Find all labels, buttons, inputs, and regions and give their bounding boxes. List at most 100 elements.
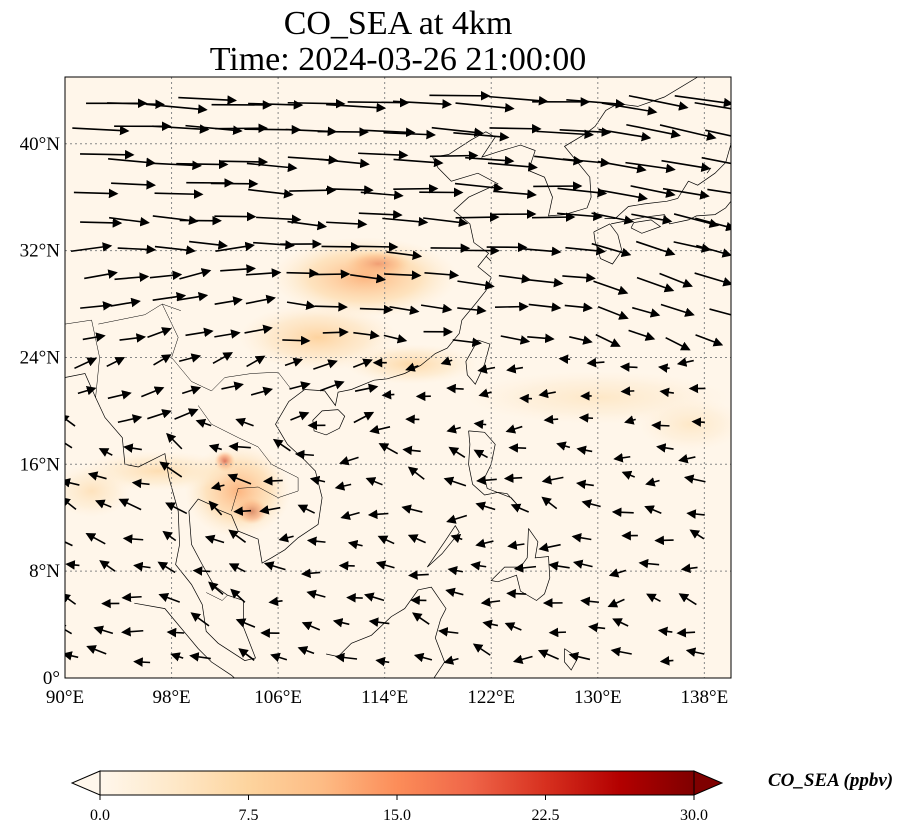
wind-vector xyxy=(106,357,126,367)
wind-vector xyxy=(362,127,416,138)
wind-vector xyxy=(178,353,202,363)
wind-vector xyxy=(393,157,444,168)
wind-vector xyxy=(521,246,562,257)
wind-vector xyxy=(157,561,176,574)
longitude-tick-label: 106°E xyxy=(254,687,302,708)
colorbar-max-extension xyxy=(693,770,724,796)
wind-vector xyxy=(694,272,731,287)
wind-vector xyxy=(149,270,183,281)
wind-vector xyxy=(705,129,731,137)
wind-vector xyxy=(147,327,172,338)
wind-vector xyxy=(488,95,549,106)
wind-vector xyxy=(512,654,533,664)
wind-vector xyxy=(235,417,254,427)
wind-vector xyxy=(575,479,594,490)
wind-vector xyxy=(189,652,211,662)
wind-vector xyxy=(591,212,635,225)
wind-vector xyxy=(334,481,352,491)
wind-vector xyxy=(475,538,494,548)
wind-vector xyxy=(365,477,383,487)
wind-vector xyxy=(489,123,542,134)
wind-vector xyxy=(383,129,436,140)
wind-vector xyxy=(162,530,177,542)
wind-vector xyxy=(568,651,591,662)
wind-vector xyxy=(507,540,525,550)
wind-vector xyxy=(119,333,147,343)
wind-vector xyxy=(80,149,135,160)
country-border xyxy=(206,592,228,601)
wind-vector xyxy=(352,358,373,368)
wind-vector xyxy=(238,648,255,661)
wind-vector xyxy=(557,211,603,222)
wind-vector xyxy=(654,535,674,546)
wind-vector xyxy=(176,291,209,302)
latitude-tick-label: 24°N xyxy=(20,347,61,368)
longitude-tick-label: 98°E xyxy=(152,687,190,708)
wind-vector xyxy=(228,442,251,452)
wind-vector xyxy=(65,496,77,510)
wind-vector xyxy=(325,185,374,195)
wind-vector xyxy=(628,94,689,111)
coastline xyxy=(65,77,698,661)
wind-vector xyxy=(498,273,532,284)
wind-vector xyxy=(221,381,244,391)
wind-vector xyxy=(611,507,634,518)
wind-vector xyxy=(620,386,635,396)
coastline xyxy=(312,409,346,436)
wind-vector xyxy=(503,473,523,483)
wind-vector xyxy=(676,627,696,638)
wind-vector xyxy=(531,212,576,222)
wind-vector xyxy=(147,409,172,420)
map-frame xyxy=(64,76,732,679)
wind-vector xyxy=(448,446,466,458)
wind-vector xyxy=(644,505,662,515)
wind-vector xyxy=(660,303,695,317)
wind-vector xyxy=(350,273,387,284)
wind-vector xyxy=(158,593,181,603)
wind-vector xyxy=(588,622,606,633)
wind-vector xyxy=(107,390,132,400)
wind-vector xyxy=(375,656,390,667)
wind-vector xyxy=(566,98,626,109)
longitude-tick-label: 122°E xyxy=(467,687,515,708)
wind-vector xyxy=(152,160,202,171)
wind-vector xyxy=(174,408,199,420)
wind-vector xyxy=(214,296,243,306)
wind-vector xyxy=(528,277,564,288)
wind-vector xyxy=(74,357,98,370)
co-plume xyxy=(637,397,731,451)
wind-vector xyxy=(117,244,157,255)
longitude-tick-label: 90°E xyxy=(46,687,84,708)
wind-vector xyxy=(358,150,409,160)
wind-vector xyxy=(313,359,338,370)
wind-vector xyxy=(358,209,403,220)
wind-vector xyxy=(656,443,674,453)
map-title-line-1: CO_SEA at 4km xyxy=(283,5,513,42)
wind-vector xyxy=(541,475,564,485)
wind-vector xyxy=(537,649,559,660)
wind-vector xyxy=(93,625,114,635)
wind-vector xyxy=(454,182,504,193)
wind-vector xyxy=(121,592,142,603)
wind-vector xyxy=(636,276,675,293)
wind-vector xyxy=(685,647,705,657)
wind-vector xyxy=(487,161,538,172)
wind-vector xyxy=(624,415,636,425)
wind-vector xyxy=(250,386,274,397)
wind-vector xyxy=(141,386,165,398)
wind-vector xyxy=(423,217,469,228)
wind-vector xyxy=(443,476,467,487)
wind-vector xyxy=(401,504,423,514)
wind-vector xyxy=(133,657,151,667)
wind-vector xyxy=(262,476,283,486)
coastline xyxy=(485,255,492,262)
wind-vector xyxy=(85,533,106,545)
wind-vector xyxy=(691,417,705,427)
wind-vector xyxy=(70,242,113,253)
wind-vector xyxy=(580,596,599,607)
wind-vector xyxy=(246,355,266,368)
colorbar-tick-label: 0.0 xyxy=(90,807,110,824)
wind-vector xyxy=(354,383,379,394)
wind-vector xyxy=(107,99,165,110)
wind-vector xyxy=(564,302,593,313)
